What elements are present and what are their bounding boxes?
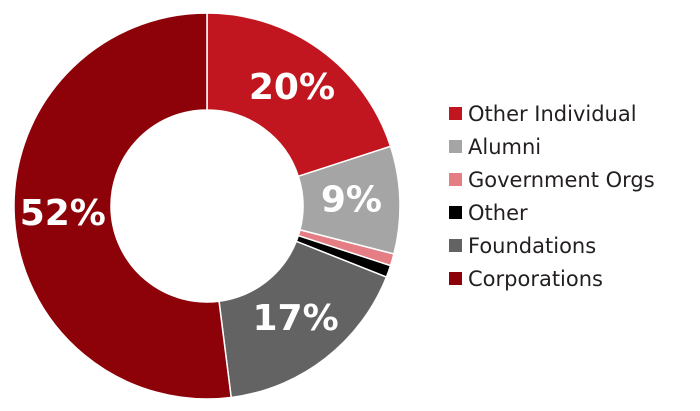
legend-item: Government Orgs <box>449 163 655 196</box>
legend-swatch <box>449 173 462 186</box>
legend-label: Other <box>468 201 528 225</box>
legend-item: Foundations <box>449 229 655 262</box>
legend-swatch <box>449 272 462 285</box>
legend-swatch <box>449 206 462 219</box>
slice-value-label: 17% <box>252 298 338 339</box>
legend-item: Alumni <box>449 130 655 163</box>
slice-value-label: 20% <box>249 67 335 108</box>
legend-swatch <box>449 107 462 120</box>
legend-item: Corporations <box>449 262 655 295</box>
slice-value-label: 52% <box>20 193 106 234</box>
legend: Other Individual Alumni Government Orgs Oth… <box>449 97 655 295</box>
legend-label: Foundations <box>468 234 596 258</box>
legend-label: Corporations <box>468 267 603 291</box>
legend-item: Other Individual <box>449 97 655 130</box>
legend-swatch <box>449 239 462 252</box>
slice-value-label: 9% <box>321 179 382 220</box>
legend-label: Government Orgs <box>468 168 655 192</box>
legend-label: Other Individual <box>468 102 637 126</box>
legend-swatch <box>449 140 462 153</box>
legend-label: Alumni <box>468 135 541 159</box>
legend-item: Other <box>449 196 655 229</box>
